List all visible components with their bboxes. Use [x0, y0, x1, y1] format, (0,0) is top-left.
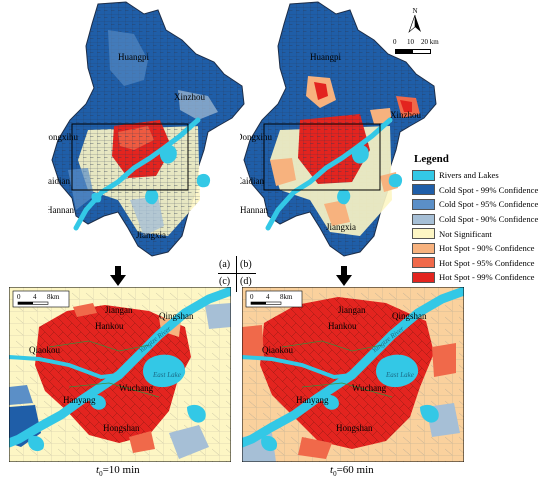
legend-swatch-not-sig [412, 228, 435, 240]
label-east-lake: East Lake [152, 371, 181, 379]
label-qiaokou: Qiaokou [262, 345, 293, 355]
label-huangpi: Huangpi [310, 52, 341, 62]
label-caidian: Caidian [48, 176, 70, 186]
panel-label-divider-h [218, 273, 256, 274]
legend-item: Not Significant [412, 226, 548, 241]
label-wuchang: Wuchang [352, 383, 387, 393]
legend-item: Cold Spot - 90% Confidence [412, 212, 548, 227]
inset-scale-bar: 0 4 8km [245, 290, 303, 308]
inset-map-d: 0 4 8km Jiangan Hankou Qingshan Qiaokou … [242, 287, 464, 462]
legend: Legend Rivers and Lakes Cold Spot - 99% … [412, 153, 548, 285]
scale-tick-0: 0 [393, 38, 397, 46]
label-hongshan: Hongshan [336, 423, 373, 433]
label-east-lake: East Lake [385, 371, 414, 379]
panel-label-a: (a) [219, 259, 231, 270]
legend-item: Cold Spot - 95% Confidence [412, 197, 548, 212]
label-hankou: Hankou [328, 321, 357, 331]
caption-left: t0=10 min [96, 464, 140, 479]
label-qiaokou: Qiaokou [29, 345, 60, 355]
label-hanyang: Hanyang [63, 395, 96, 405]
label-dongxihu: Dongxihu [48, 132, 79, 142]
label-xinzhou: Xinzhou [390, 110, 421, 120]
svg-text:0: 0 [17, 293, 21, 301]
legend-item: Rivers and Lakes [412, 168, 548, 183]
top-scale-bar: 0 10 20 km [393, 38, 441, 58]
inset-map-c: 0 4 8km Jiangan Hankou Qingshan Qiaokou … [9, 287, 231, 462]
north-arrow-icon: N [408, 7, 421, 33]
label-caidian: Caidian [240, 176, 264, 186]
panel-label-d: (d) [240, 276, 252, 287]
yangtze-river [9, 287, 231, 448]
legend-swatch-cold-90 [412, 213, 435, 225]
label-xinzhou: Xinzhou [174, 92, 205, 102]
label-jiangan: Jiangan [105, 305, 133, 315]
svg-text:8km: 8km [47, 293, 60, 301]
legend-item: Hot Spot - 90% Confidence [412, 241, 548, 256]
east-lake [143, 354, 186, 388]
label-hanyang: Hanyang [296, 395, 329, 405]
label-qingshan: Qingshan [392, 311, 427, 321]
panel-label-b: (b) [240, 259, 252, 270]
legend-swatch-hot-90 [412, 242, 435, 254]
legend-item: Hot Spot - 99% Confidence [412, 270, 548, 285]
label-qingshan: Qingshan [159, 311, 194, 321]
legend-swatch-hot-99 [412, 271, 435, 283]
overview-map-a: Huangpi Xinzhou Dongxihu Caidian Hannan … [48, 1, 245, 257]
legend-item: Cold Spot - 99% Confidence [412, 183, 548, 198]
legend-item: Hot Spot - 95% Confidence [412, 256, 548, 271]
arrow-down-icon [336, 266, 352, 286]
legend-swatch-cold-99 [412, 184, 435, 196]
label-hannan: Hannan [48, 205, 74, 215]
scale-tick-10: 10 [407, 38, 414, 46]
scale-tick-20: 20 km [421, 38, 439, 46]
svg-text:8km: 8km [280, 293, 293, 301]
east-lake [376, 354, 419, 388]
svg-text:0: 0 [250, 293, 254, 301]
label-jiangan: Jiangan [338, 305, 366, 315]
legend-title: Legend [414, 153, 449, 165]
panel-label-divider [236, 256, 237, 292]
label-hankou: Hankou [95, 321, 124, 331]
panel-label-c: (c) [219, 276, 231, 287]
arrow-down-icon [110, 266, 126, 286]
svg-text:4: 4 [266, 293, 270, 301]
svg-text:N: N [412, 7, 417, 15]
inset-scale-bar: 0 4 8km [12, 290, 70, 308]
label-hongshan: Hongshan [103, 423, 140, 433]
svg-text:4: 4 [33, 293, 37, 301]
label-hannan: Hannan [240, 205, 268, 215]
label-jiangxia: Jiangxia [326, 222, 356, 232]
label-wuchang: Wuchang [119, 383, 154, 393]
caption-right: t0=60 min [330, 464, 374, 479]
label-huangpi: Huangpi [118, 52, 149, 62]
overview-map-b: Huangpi Xinzhou Dongxihu Caidian Hannan … [240, 1, 437, 257]
study-area-frame [71, 123, 189, 191]
yangtze-river [242, 287, 464, 448]
study-area-frame [263, 123, 381, 191]
legend-swatch-rivers [412, 169, 435, 181]
label-jiangxia: Jiangxia [136, 230, 166, 240]
legend-swatch-hot-95 [412, 257, 435, 269]
label-dongxihu: Dongxihu [240, 132, 273, 142]
legend-swatch-cold-95 [412, 198, 435, 210]
